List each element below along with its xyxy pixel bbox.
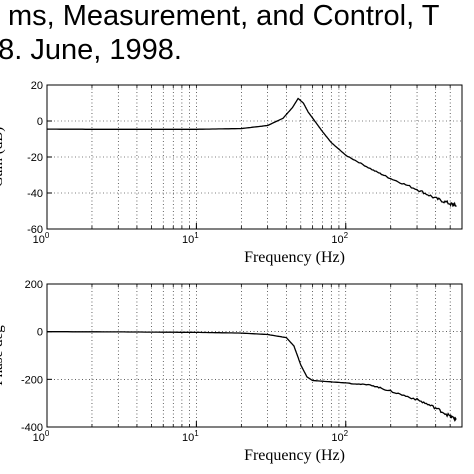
phase-x-tick-label: 100 — [33, 429, 50, 444]
gain-x-tick-label: 101 — [182, 231, 199, 246]
phase-y-tick-label: -400 — [21, 422, 43, 434]
gain-x-axis-label: Frequency (Hz) — [244, 249, 345, 266]
gain-y-tick-label: -40 — [27, 188, 43, 200]
gain-x-tick-label: 102 — [331, 231, 348, 246]
phase-series-line — [47, 331, 457, 423]
phase-x-axis-label: Frequency (Hz) — [244, 447, 345, 464]
gain-y-tick-label: 20 — [31, 80, 43, 92]
phase-y-axis-label: Phase deg — [0, 325, 6, 386]
phase-plot-frame — [46, 283, 463, 428]
gain-y-tick-label: -20 — [27, 152, 43, 164]
header-line-2: 48. June, 1998. — [0, 34, 182, 66]
gain-x-tick-label: 100 — [33, 231, 50, 246]
gain-y-axis-label: Gain (dB) — [0, 127, 6, 187]
gain-series-line — [47, 97, 457, 208]
phase-y-tick-label: 0 — [37, 327, 43, 339]
phase-x-tick-label: 102 — [331, 429, 348, 444]
phase-x-tick-label: 101 — [182, 429, 199, 444]
gain-y-tick-label: 0 — [37, 116, 43, 128]
header-line-1: ms, Measurement, and Control, T — [8, 0, 440, 32]
phase-y-tick-label: 200 — [25, 279, 43, 291]
gain-y-tick-label: -60 — [27, 224, 43, 236]
phase-y-tick-label: -200 — [21, 374, 43, 386]
